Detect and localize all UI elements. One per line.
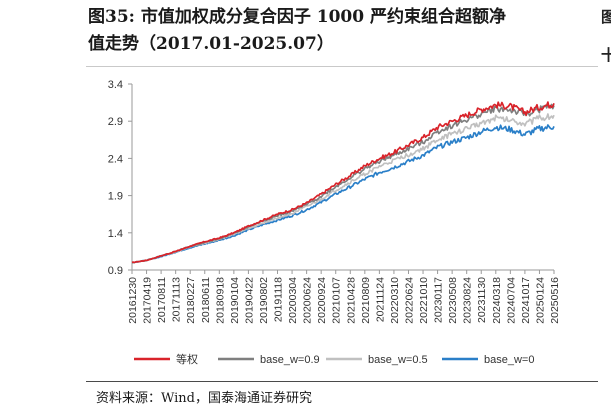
x-tick-label: 20180611 xyxy=(200,277,212,323)
x-tick-label: 20220310 xyxy=(389,277,401,324)
top-rule xyxy=(86,66,598,67)
legend-label: base_w=0 xyxy=(484,354,534,366)
source-note: 资料来源：Wind，国泰海通证券研究 xyxy=(96,391,312,406)
x-tick-label: 20240318 xyxy=(491,277,503,324)
x-tick-label: 20190104 xyxy=(229,277,241,324)
y-tick-label: 1.4 xyxy=(108,228,123,240)
y-tick-label: 1.9 xyxy=(108,191,123,203)
x-tick-label: 20190802 xyxy=(258,277,270,324)
figure-title-line2: 值走势（2017.01-2025.07） xyxy=(88,34,334,54)
x-tick-label: 20180227 xyxy=(185,277,197,324)
x-tick-label: 20191118 xyxy=(273,277,285,322)
x-tick-label: 20170419 xyxy=(142,277,154,324)
x-tick-label: 20210428 xyxy=(345,277,357,324)
line-chart: 3.4 2.9 2.4 1.9 1.4 0.9 20161230 20170419 201708… xyxy=(108,79,561,366)
x-tick-label: 20230824 xyxy=(462,277,474,324)
x-tick-label: 20171113 xyxy=(171,277,183,322)
x-tick-label: 20210107 xyxy=(331,277,343,324)
series-line-base-w-0 xyxy=(131,124,555,264)
figure-title-line1: 图35: 市值加权成分复合因子 1000 严约束组合超额净 xyxy=(88,7,507,27)
legend-label: base_w=0.5 xyxy=(368,354,428,366)
series-line-base-w-0-9 xyxy=(131,103,555,264)
y-tick-label: 3.4 xyxy=(108,79,123,91)
edge-glyph: 十 xyxy=(601,46,611,64)
x-tick-label: 20250516 xyxy=(549,277,561,324)
bottom-rule xyxy=(86,381,598,382)
x-tick-label: 20200304 xyxy=(287,277,299,324)
x-tick-label: 20221010 xyxy=(418,277,430,324)
legend-label: 等权 xyxy=(176,352,198,366)
y-tick-label: 2.4 xyxy=(108,153,123,165)
x-tick-label: 20240704 xyxy=(505,277,517,324)
x-tick-label: 20161230 xyxy=(127,277,139,324)
x-tick-label: 20220624 xyxy=(403,277,415,324)
x-tick-label: 20200924 xyxy=(316,277,328,324)
edge-glyph: 图 xyxy=(601,8,611,26)
series-line-equal-weight xyxy=(131,101,555,264)
x-tick-label: 20230117 xyxy=(433,277,445,323)
x-tick-label: 20180918 xyxy=(214,277,226,324)
x-tick-label: 20230508 xyxy=(447,277,459,324)
x-tick-label: 20241017 xyxy=(520,277,532,324)
y-tick-label: 2.9 xyxy=(108,116,123,128)
y-tick-label: 0.9 xyxy=(108,265,123,277)
x-tick-label: 20200624 xyxy=(302,277,314,324)
x-tick-label: 20231130 xyxy=(476,277,488,323)
x-tick-label: 20170811 xyxy=(156,277,168,323)
adjacent-column-edge: 图 十 xyxy=(600,0,611,416)
x-tick-label: 20210809 xyxy=(360,277,372,324)
series-line-base-w-0-5 xyxy=(131,113,555,264)
x-tick-label: 20190422 xyxy=(243,277,255,324)
x-tick-label: 20211124 xyxy=(374,277,386,322)
x-tick-label: 20250124 xyxy=(534,277,546,324)
figure-title: 图35: 市值加权成分复合因子 1000 严约束组合超额净 值走势（2017.0… xyxy=(88,4,603,58)
legend-label: base_w=0.9 xyxy=(260,354,320,366)
